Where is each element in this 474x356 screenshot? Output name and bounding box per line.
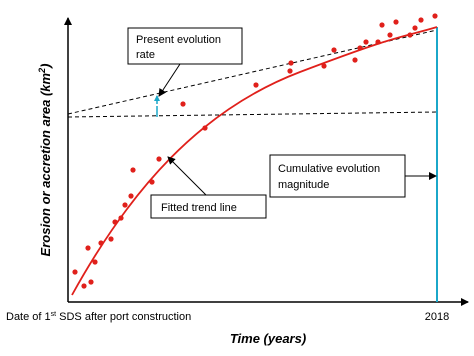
annotation: Fitted trend line xyxy=(161,202,237,214)
annotation: rate xyxy=(136,49,155,61)
annotation: Present evolution xyxy=(136,34,221,46)
annotation-arrow xyxy=(167,156,207,196)
x-start-label: Date of 1st SDS after port construction xyxy=(6,311,191,323)
annotation: magnitude xyxy=(278,179,329,191)
reference-line xyxy=(67,111,438,118)
observations xyxy=(72,13,438,289)
x-axis-title: Time (years) xyxy=(230,331,306,346)
x-end-label: 2018 xyxy=(425,311,449,323)
annotation: Cumulative evolution xyxy=(278,163,380,175)
annotation-box xyxy=(127,27,243,65)
annotation-box xyxy=(150,194,267,219)
y-axis-title: Erosion or accretion area (km2) xyxy=(37,64,53,257)
annotation-box xyxy=(269,154,406,198)
annotation-arrow xyxy=(158,63,181,97)
